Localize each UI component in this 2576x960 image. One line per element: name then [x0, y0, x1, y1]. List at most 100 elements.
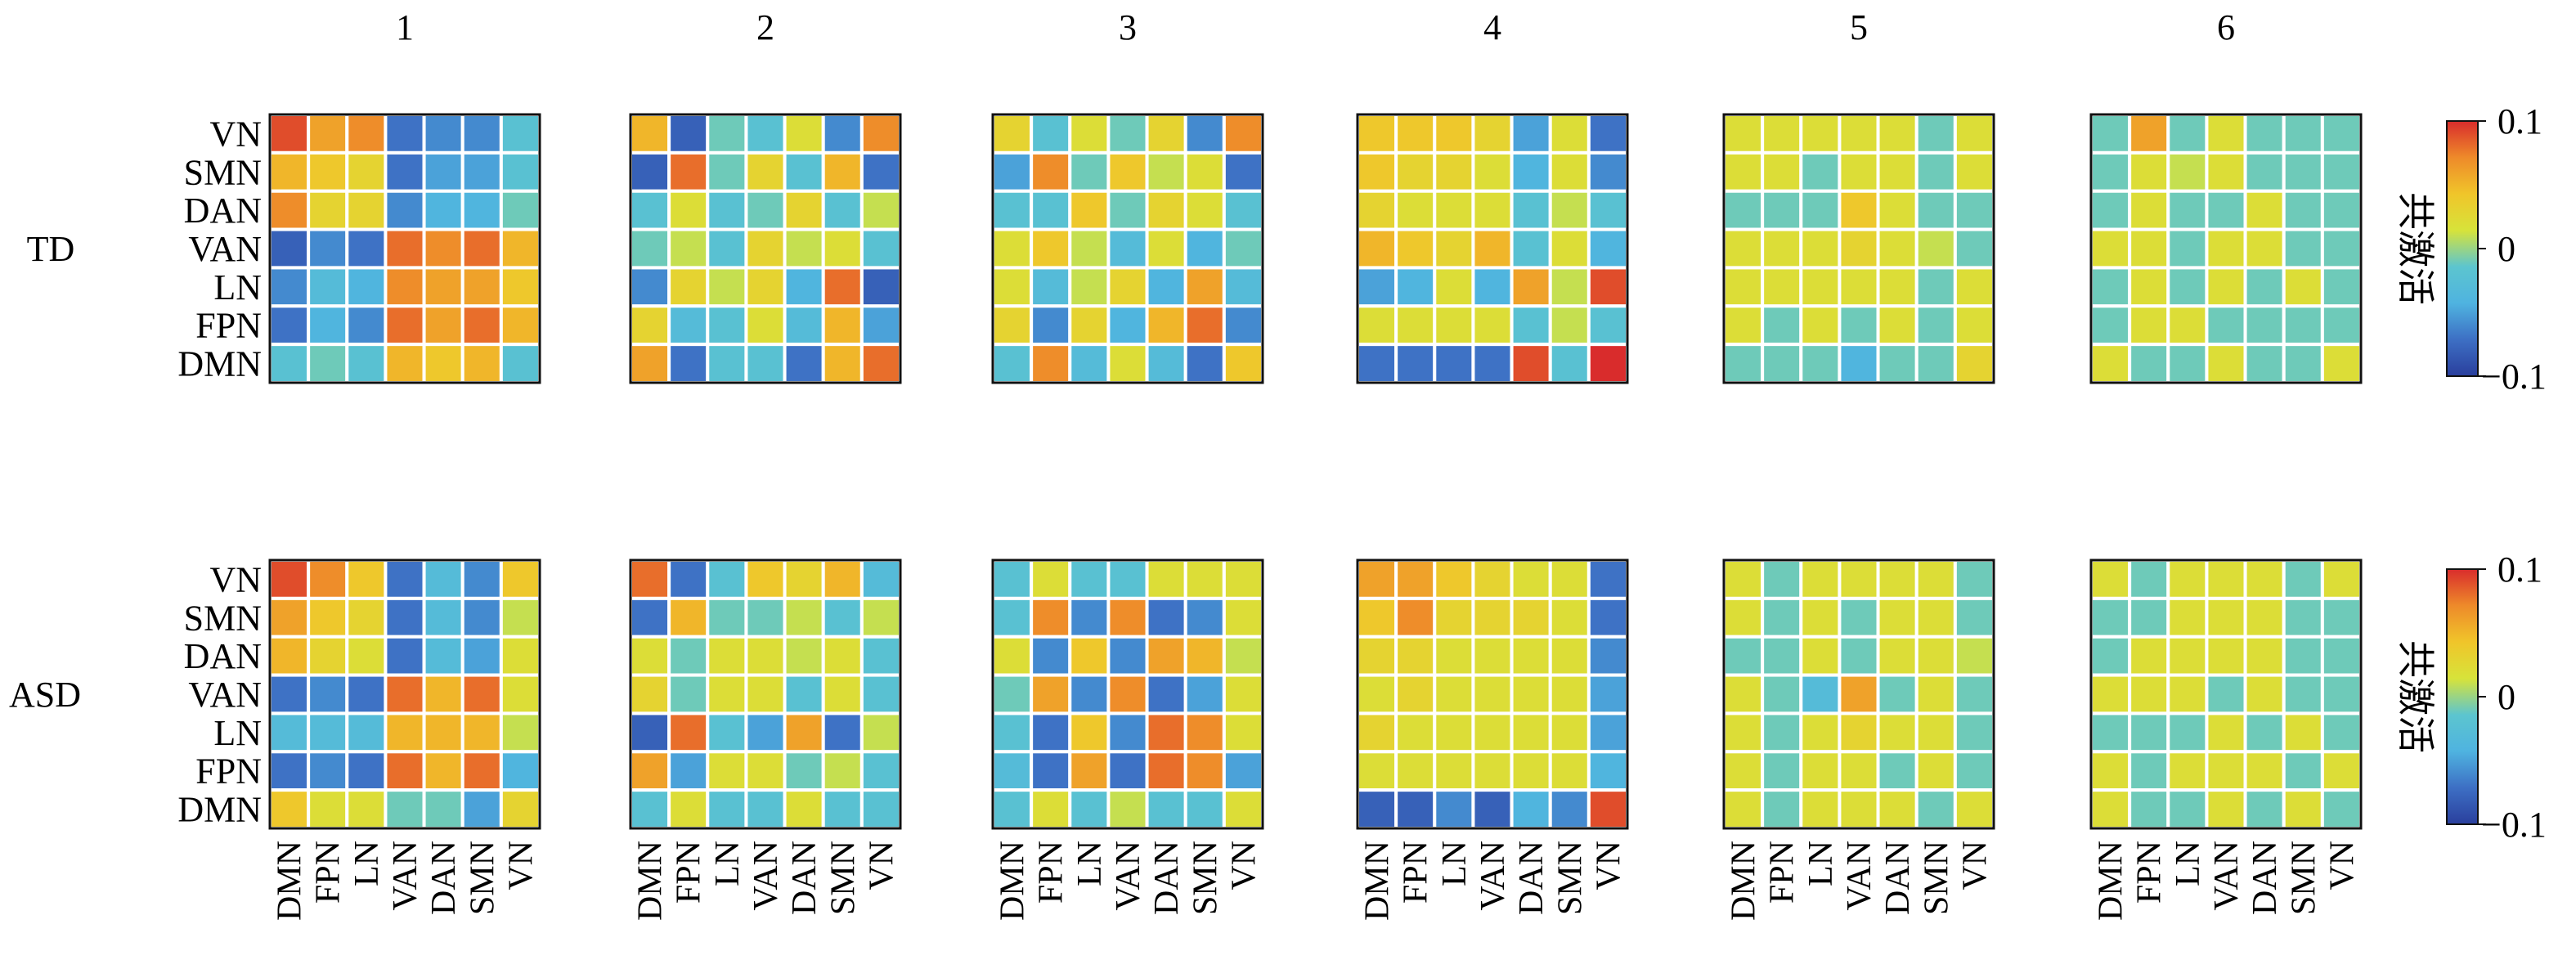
heatmap-cell — [1838, 788, 1880, 831]
heatmap-cell — [859, 788, 903, 831]
heatmap-cell — [345, 150, 388, 193]
heatmap-cell — [1433, 750, 1475, 792]
heatmap-cell — [307, 266, 349, 308]
heatmap-cell — [783, 635, 825, 677]
heatmap-cell — [1799, 596, 1842, 639]
column-label-fpn: FPN — [671, 841, 708, 904]
heatmap-cell — [1510, 750, 1552, 792]
heatmap-cell — [2282, 635, 2324, 677]
heatmap-cell — [1586, 304, 1630, 347]
heatmap-cell — [345, 596, 388, 639]
heatmap-asd-state-3 — [991, 559, 1265, 831]
heatmap-cell — [667, 304, 710, 347]
heatmap-cell — [2089, 596, 2132, 639]
heatmap-cell — [706, 343, 748, 384]
heatmap-cell — [2320, 266, 2363, 308]
heatmap-cell — [706, 596, 748, 639]
heatmap-cell — [1761, 343, 1803, 384]
heatmap-cell — [706, 266, 748, 308]
heatmap-cell — [1548, 150, 1591, 193]
heatmap-cell — [345, 304, 388, 347]
heatmap-cell — [629, 750, 671, 792]
heatmap-cell — [744, 113, 787, 155]
heatmap-cell — [1183, 227, 1226, 270]
heatmap-cell — [1356, 266, 1398, 308]
heatmap-cell — [1471, 673, 1514, 716]
heatmap-cell — [1394, 304, 1437, 347]
heatmap-cell — [1356, 635, 1398, 677]
heatmap-cell — [1183, 343, 1226, 384]
heatmap-cell — [422, 788, 464, 831]
heatmap-cell — [821, 711, 864, 754]
heatmap-cell — [783, 227, 825, 270]
heatmap-cell — [499, 635, 541, 677]
heatmap-cell — [859, 559, 903, 600]
heatmap-cell — [1471, 596, 1514, 639]
column-label-ln: LN — [1802, 841, 1840, 886]
heatmap-cell — [2089, 559, 2132, 600]
heatmap-cell — [1761, 189, 1803, 231]
heatmap-cell — [1914, 266, 1957, 308]
heatmap-cell — [345, 227, 388, 270]
heatmap-cell — [1914, 635, 1957, 677]
heatmap-cell — [307, 596, 349, 639]
heatmap-cell — [2166, 559, 2209, 600]
state-label-3: 3 — [1119, 7, 1137, 47]
heatmap-cell — [345, 750, 388, 792]
heatmap-frame — [2089, 559, 2363, 830]
heatmap-cell — [384, 343, 426, 384]
heatmap-cell — [1222, 227, 1265, 270]
heatmap-cell — [667, 711, 710, 754]
heatmap-cell — [1953, 596, 1996, 639]
heatmap-cell — [1030, 189, 1072, 231]
heatmap-cell — [706, 750, 748, 792]
heatmap-cell — [667, 150, 710, 193]
heatmap-cell — [1356, 750, 1398, 792]
heatmap-cell — [1068, 113, 1111, 155]
heatmap-cell — [1106, 343, 1149, 384]
heatmap-cell — [2205, 189, 2247, 231]
heatmap-cell — [783, 113, 825, 155]
heatmap-cell — [1356, 559, 1398, 600]
heatmap-td-state-5 — [1722, 113, 1996, 384]
heatmap-cell — [2166, 150, 2209, 193]
heatmap-cell — [1914, 788, 1957, 831]
heatmap-cell — [1068, 635, 1111, 677]
row-label-fpn: FPN — [195, 306, 262, 346]
heatmap-cell — [345, 113, 388, 155]
heatmap-cell — [991, 113, 1034, 155]
heatmap-cell — [1953, 343, 1996, 384]
heatmap-cell — [821, 343, 864, 384]
heatmap-cell — [1433, 596, 1475, 639]
heatmap-cell — [2320, 559, 2363, 600]
heatmap-cell — [460, 150, 503, 193]
heatmap-cell — [1586, 750, 1630, 792]
heatmap-cell — [1953, 635, 1996, 677]
heatmap-cell — [1183, 673, 1226, 716]
row-label-smn: SMN — [184, 598, 262, 638]
heatmap-cell — [859, 189, 903, 231]
column-label-dmn: DMN — [2093, 841, 2130, 921]
heatmap-cell — [1145, 189, 1187, 231]
heatmap-cell — [1433, 113, 1475, 155]
heatmap-cell — [821, 635, 864, 677]
colorbar-label: 共激活 — [2394, 640, 2438, 753]
heatmap-td-state-1 — [268, 113, 541, 384]
heatmap-cell — [821, 113, 864, 155]
heatmap-cell — [1030, 343, 1072, 384]
column-label-vn: VN — [1225, 841, 1263, 890]
column-label-dmn: DMN — [994, 841, 1032, 921]
heatmap-cell — [2205, 673, 2247, 716]
heatmap-cell — [345, 189, 388, 231]
heatmap-cell — [460, 189, 503, 231]
heatmap-cell — [1722, 304, 1765, 347]
heatmap-cell — [2282, 559, 2324, 600]
heatmap-cell — [460, 266, 503, 308]
heatmap-cell — [268, 189, 311, 231]
heatmap-cell — [1838, 227, 1880, 270]
column-label-dmn: DMN — [632, 841, 670, 921]
heatmap-cell — [1761, 559, 1803, 600]
heatmap-cell — [1510, 635, 1552, 677]
heatmap-cell — [1510, 596, 1552, 639]
heatmap-cell — [384, 673, 426, 716]
